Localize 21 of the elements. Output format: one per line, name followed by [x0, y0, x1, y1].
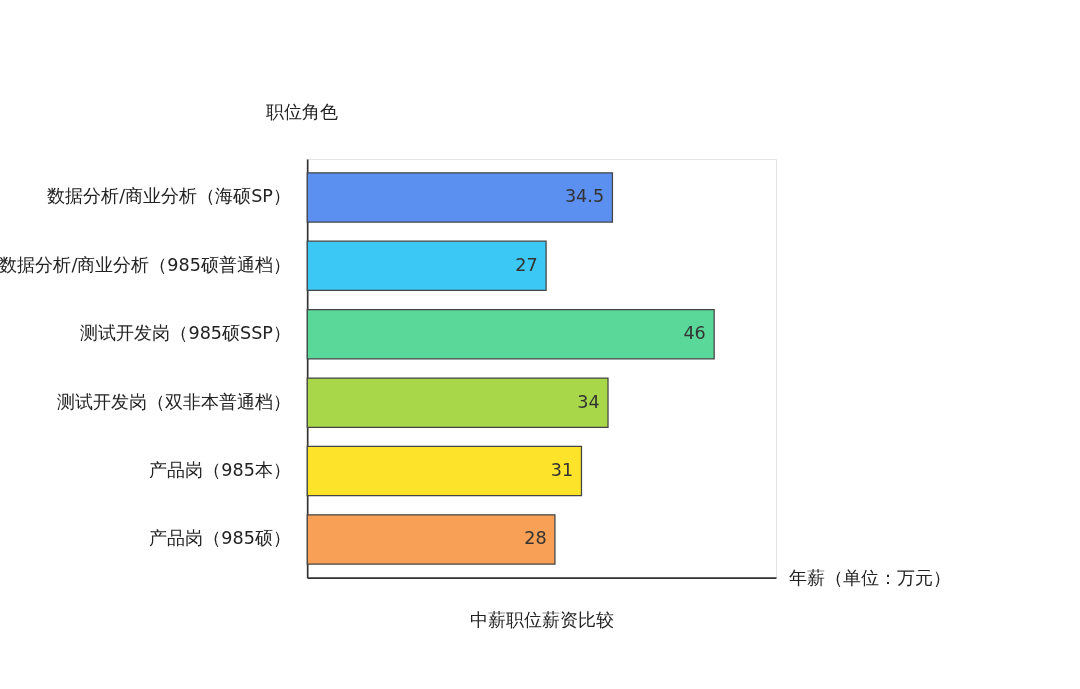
- y-tick-label: 产品岗（985硕）: [149, 528, 291, 549]
- text: 中薪职位薪资比较: [469, 609, 614, 631]
- y-tick-label: 产品岗（985本）: [149, 460, 291, 481]
- bar: [306, 172, 614, 223]
- data-label: 34.5: [564, 186, 605, 207]
- bar: [306, 308, 715, 360]
- bar: [306, 445, 583, 497]
- y-tick-label: 数据分析/商业分析（海硕SP）: [47, 186, 291, 207]
- y-tick-label: 测试开发岗（双非本普通档）: [56, 391, 291, 412]
- bar: [306, 514, 556, 565]
- bar: [306, 377, 609, 428]
- data-label: 31: [550, 460, 574, 481]
- y-tick-label: 数据分析/商业分析（985硕普通档）: [0, 254, 291, 275]
- data-label: 34: [577, 391, 600, 412]
- y-axis-title: 职位角色: [265, 100, 338, 122]
- x-axis-title: 年薪（单位：万元）: [789, 567, 952, 589]
- data-label: 27: [515, 254, 538, 275]
- data-label: 28: [524, 528, 547, 549]
- bar: [306, 240, 547, 292]
- data-label: 46: [683, 323, 706, 344]
- y-tick-label: 测试开发岗（985硕SSP）: [80, 323, 291, 344]
